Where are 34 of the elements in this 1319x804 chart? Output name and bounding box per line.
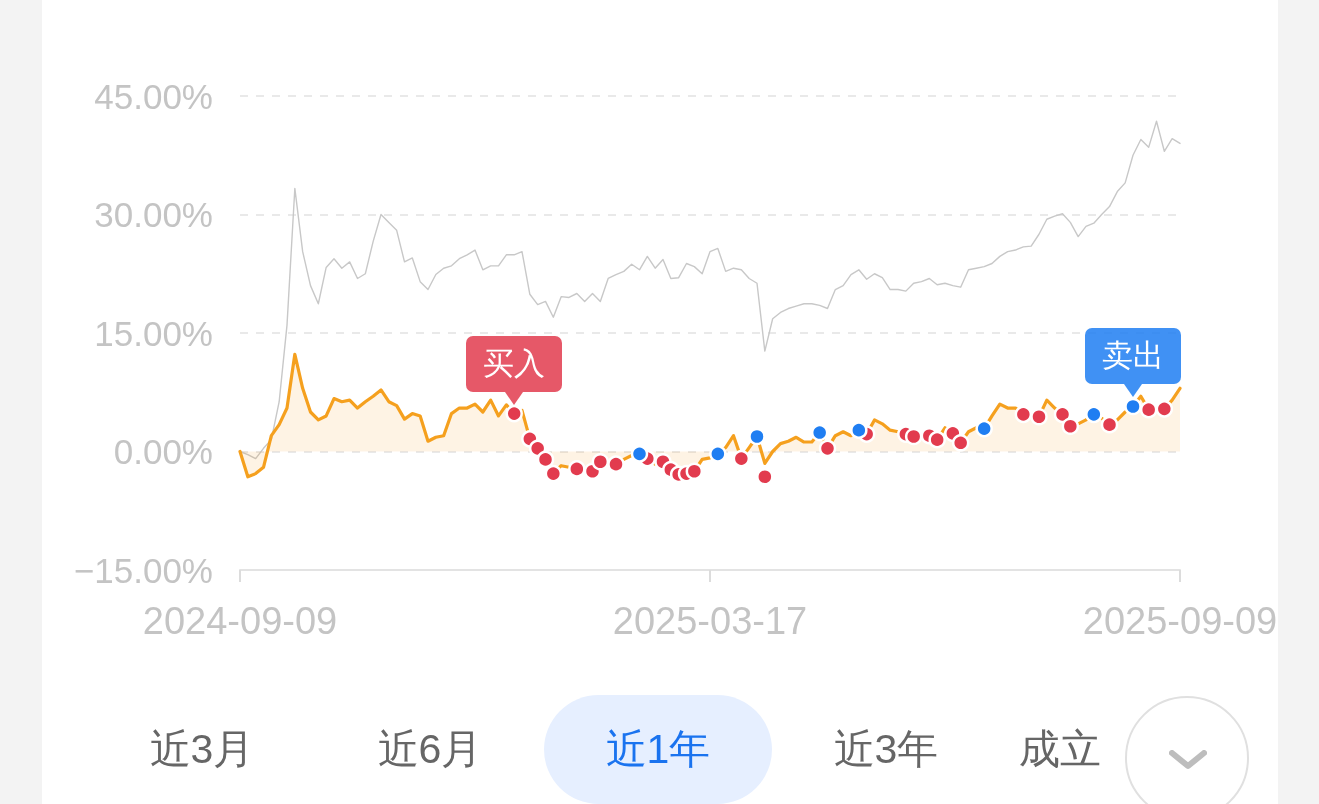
y-tick-label: 30.00% [94,195,213,234]
annotation: 卖出 [1085,328,1181,385]
text: 近6月 [376,725,484,774]
point [1061,417,1080,435]
point [1030,407,1048,426]
point [709,445,727,463]
x-tick-label: 2024-09-09 [142,600,338,642]
point [904,427,923,446]
point [536,450,555,469]
point [1124,397,1142,416]
text: 近3月 [148,725,256,774]
point [607,455,625,473]
point [928,430,946,449]
point [1139,400,1158,419]
y-tick-label: 0.00% [113,432,213,471]
y-tick-label: 15.00% [94,313,213,353]
point [630,445,649,463]
selected-tab-button: 近1年 [544,695,772,804]
point [951,434,970,452]
point [591,453,610,471]
text: 近3年 [832,725,940,774]
point [1014,405,1033,424]
point [505,404,523,423]
x-tick-label: 2025-09-09 [1082,600,1278,642]
y-tick-label: −15.00% [73,550,213,590]
point [1155,400,1174,418]
point [975,419,993,438]
line-series [239,120,1181,460]
x-tick-label: 2025-03-17 [612,600,808,642]
y-tick-label: 45.00% [94,76,213,116]
point [850,421,868,439]
text: 成立 [1018,725,1102,774]
annotation: 买入 [466,335,563,392]
point [568,460,586,478]
